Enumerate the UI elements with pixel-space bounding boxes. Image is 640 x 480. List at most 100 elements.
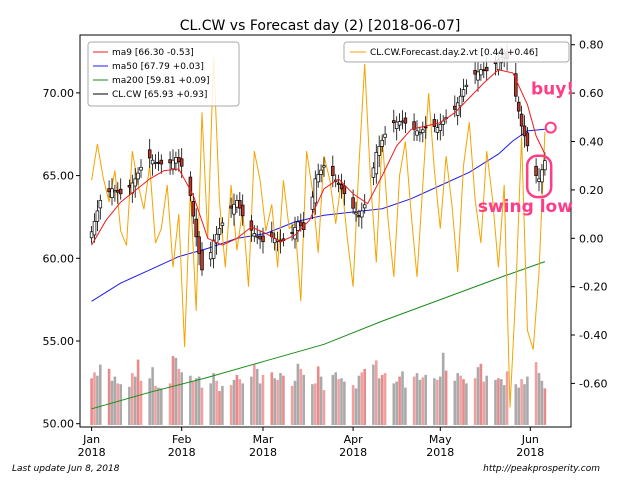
volume-bar: [441, 352, 445, 426]
candle-body: [514, 73, 518, 97]
left-tick-label: 50.00: [43, 418, 75, 431]
candle-body: [252, 233, 257, 237]
candle-body: [133, 178, 137, 187]
right-tick-label: 0.00: [579, 232, 604, 245]
volume-bar: [113, 376, 117, 425]
volume-bar: [421, 377, 425, 425]
candle-body: [220, 222, 225, 226]
volume-bar: [395, 381, 398, 425]
volume-bar: [282, 375, 285, 425]
volume-bar: [311, 384, 314, 425]
left-axis: 50.00 55.00 60.00 65.00 70.00: [43, 87, 80, 431]
candle-body: [403, 117, 408, 124]
candle-body: [92, 221, 97, 236]
volume-bar: [334, 372, 337, 425]
candle-body: [319, 169, 323, 175]
volume-bar: [293, 380, 297, 425]
volume-bar: [433, 378, 436, 426]
right-tick-label: 0.60: [579, 87, 604, 100]
volume-bar: [128, 386, 131, 426]
candle-body: [127, 184, 132, 188]
legend-left: ma9 [66.30 -0.53] ma50 [67.79 +0.03] ma2…: [87, 41, 240, 107]
volume-bar: [360, 372, 364, 425]
candle-body: [537, 178, 541, 182]
candle-body: [397, 121, 402, 126]
candle-body: [159, 159, 164, 165]
candle-body: [98, 200, 103, 209]
candle-body: [461, 89, 466, 97]
annotation-swing-low: swing low: [478, 197, 573, 217]
volume-bar: [476, 367, 480, 425]
volume-bar: [517, 387, 520, 425]
candle-body: [412, 121, 416, 130]
legend-ma200-label: ma200 [59.81 +0.09]: [112, 76, 210, 86]
x-tick-year: 2018: [516, 446, 544, 459]
legend-clcw-label: CL.CW [65.93 +0.93]: [112, 90, 207, 100]
volume-bar: [319, 376, 323, 425]
candle-body: [484, 66, 489, 72]
x-tick-month: Jun: [521, 433, 539, 446]
volume-bar: [194, 378, 198, 426]
volume-bar: [299, 368, 303, 425]
legend-right-box: [343, 41, 570, 63]
candle-body: [534, 165, 538, 176]
volume-bar: [398, 376, 401, 425]
candle-body: [214, 233, 219, 244]
candle-body: [418, 132, 422, 135]
candle-body: [400, 120, 405, 123]
legend-right: CL.CW.Forecast.day.2.vt [0.44 +0.46]: [343, 41, 570, 63]
volume-bar: [404, 387, 407, 425]
candle-body: [177, 157, 181, 163]
volume-bar: [273, 378, 276, 426]
candle-body: [522, 125, 527, 137]
candle-body: [519, 113, 524, 127]
x-axis: Jan2018Feb2018Mar2018Apr2018May2018Jun20…: [78, 427, 544, 459]
candle-body: [258, 235, 262, 240]
volume-bar: [107, 368, 111, 425]
candle-body: [458, 95, 463, 107]
candle-body: [438, 123, 443, 131]
candle-body: [313, 178, 318, 204]
candle-body: [342, 185, 347, 195]
volume-bar: [238, 379, 242, 425]
volume-bar: [497, 378, 500, 426]
candle-body: [377, 146, 381, 156]
volume-bar: [279, 373, 282, 425]
candle-body: [208, 252, 213, 260]
candle-body: [432, 119, 437, 127]
volume-bar: [494, 379, 497, 425]
right-tick-label: -0.60: [579, 377, 607, 390]
volume-bar: [215, 380, 218, 425]
x-tick-month: Feb: [172, 433, 191, 446]
candle-body: [156, 162, 161, 164]
candle-body: [383, 133, 387, 138]
candle-body: [476, 71, 480, 81]
volume-bar: [90, 378, 93, 426]
volume-bar: [520, 379, 523, 425]
candle-body: [371, 167, 376, 178]
volume-bar: [250, 376, 253, 425]
x-tick-year: 2018: [339, 446, 367, 459]
candle-body: [357, 215, 361, 218]
volume-bar: [473, 378, 477, 426]
volume-bar: [200, 387, 204, 425]
candle-body: [380, 139, 384, 147]
volume-bar: [148, 378, 151, 426]
volume-bar: [96, 375, 99, 425]
volume-bar: [372, 364, 375, 425]
candle-body: [299, 221, 303, 227]
volume-bar: [119, 384, 122, 425]
candle-body: [179, 158, 184, 167]
x-tick-month: Apr: [344, 433, 364, 446]
candle-body: [171, 159, 175, 170]
left-tick-label: 65.00: [43, 170, 75, 183]
candle-body: [211, 239, 216, 259]
volume-bar: [154, 385, 157, 425]
volume-bar: [502, 385, 506, 425]
candle-body: [316, 174, 320, 183]
right-tick-label: 0.20: [579, 184, 604, 197]
volume-bar: [331, 374, 335, 425]
candle-body: [525, 132, 530, 147]
candle-body: [415, 130, 419, 136]
candle-body: [113, 190, 117, 193]
